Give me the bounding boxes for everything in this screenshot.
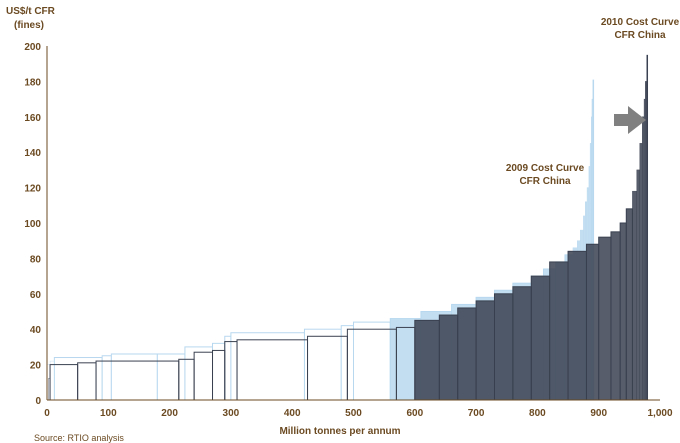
x-tick-label: 300 [223, 408, 240, 419]
annotation-2010-line2: CFR China [614, 30, 666, 41]
annotation-2009-line1: 2009 Cost Curve [506, 163, 585, 174]
cost-curve-tail-step [586, 244, 599, 400]
cost-curve-tail-step [645, 81, 647, 401]
cost-curve-step [592, 79, 595, 400]
cost-curve-step [212, 342, 226, 401]
y-tick-label: 0 [35, 396, 41, 407]
x-tick-label: 900 [590, 408, 607, 419]
y-tick-label: 180 [24, 77, 41, 88]
cost-curve-step [353, 321, 391, 401]
y-tick-label: 160 [24, 113, 41, 124]
y-tick-label: 120 [24, 184, 41, 195]
x-tick-label: 800 [529, 408, 546, 419]
cost-curve-tail-step [494, 293, 513, 400]
cost-curve-tail-step [476, 300, 495, 400]
x-tick-label: 600 [406, 408, 423, 419]
cost-curve-tail-step [439, 315, 458, 400]
cost-curve-step [156, 353, 186, 401]
cost-curve-tail-step [531, 276, 550, 400]
cost-curve-step [303, 328, 342, 401]
cost-curve-tail-step [644, 99, 646, 400]
y-tick-label: 60 [30, 290, 42, 301]
cost-curve-tail-step [610, 231, 621, 400]
x-tick-label: 100 [100, 408, 117, 419]
cost-curve-tail-step [414, 320, 440, 400]
x-tick-labels: 0 100 200 300 400 500 600 700 800 900 1,000 [44, 408, 673, 419]
y-tick-label: 20 [30, 361, 42, 372]
cost-curve-step [184, 346, 214, 401]
shift-arrow-icon [614, 106, 646, 134]
x-tick-label: 400 [284, 408, 301, 419]
annotation-2010-line1: 2010 Cost Curve [601, 17, 680, 28]
cost-curve-tail-step [568, 251, 587, 400]
y-tick-labels: 0 20 40 60 80 100 120 140 160 180 200 [24, 42, 41, 407]
y-tick-label: 100 [24, 219, 41, 230]
source-note: Source: RTIO analysis [34, 433, 124, 443]
cost-curve-tail-step [620, 223, 627, 400]
y-tick-label: 140 [24, 148, 41, 159]
y-tick-label: 200 [24, 42, 41, 53]
x-tick-label: 1,000 [647, 408, 672, 419]
cost-curve-tail-step [598, 237, 611, 400]
cost-curve-tail-step [632, 191, 637, 400]
y-tick-label: 40 [30, 325, 42, 336]
cost-curve-tail-step [626, 208, 633, 400]
y-axis-label-line2: (fines) [14, 20, 44, 31]
cost-curve-tail-step [457, 307, 477, 400]
cost-curve-step [49, 360, 55, 401]
annotation-2009-line2: CFR China [519, 176, 571, 187]
cost-curve-tail-step [512, 286, 532, 400]
cost-curve-step [53, 357, 103, 401]
x-tick-label: 0 [44, 408, 50, 419]
cost-curve-tail-step [549, 261, 569, 400]
y-tick-label: 80 [30, 254, 42, 265]
x-tick-label: 500 [345, 408, 362, 419]
cost-curve-tail-step [636, 169, 640, 400]
x-tick-label: 200 [161, 408, 178, 419]
cost-curve-step [101, 355, 112, 401]
cost-curve-step [230, 332, 305, 401]
x-tick-label: 700 [468, 408, 485, 419]
cost-curve-step [224, 335, 232, 401]
x-axis-label: Million tonnes per annum [279, 426, 400, 437]
y-axis-label-line1: US$/t CFR [6, 6, 56, 17]
cost-curve-tail-step [639, 143, 643, 400]
cost-curve-step [646, 54, 649, 400]
cost-curve-tail-step [642, 116, 645, 401]
